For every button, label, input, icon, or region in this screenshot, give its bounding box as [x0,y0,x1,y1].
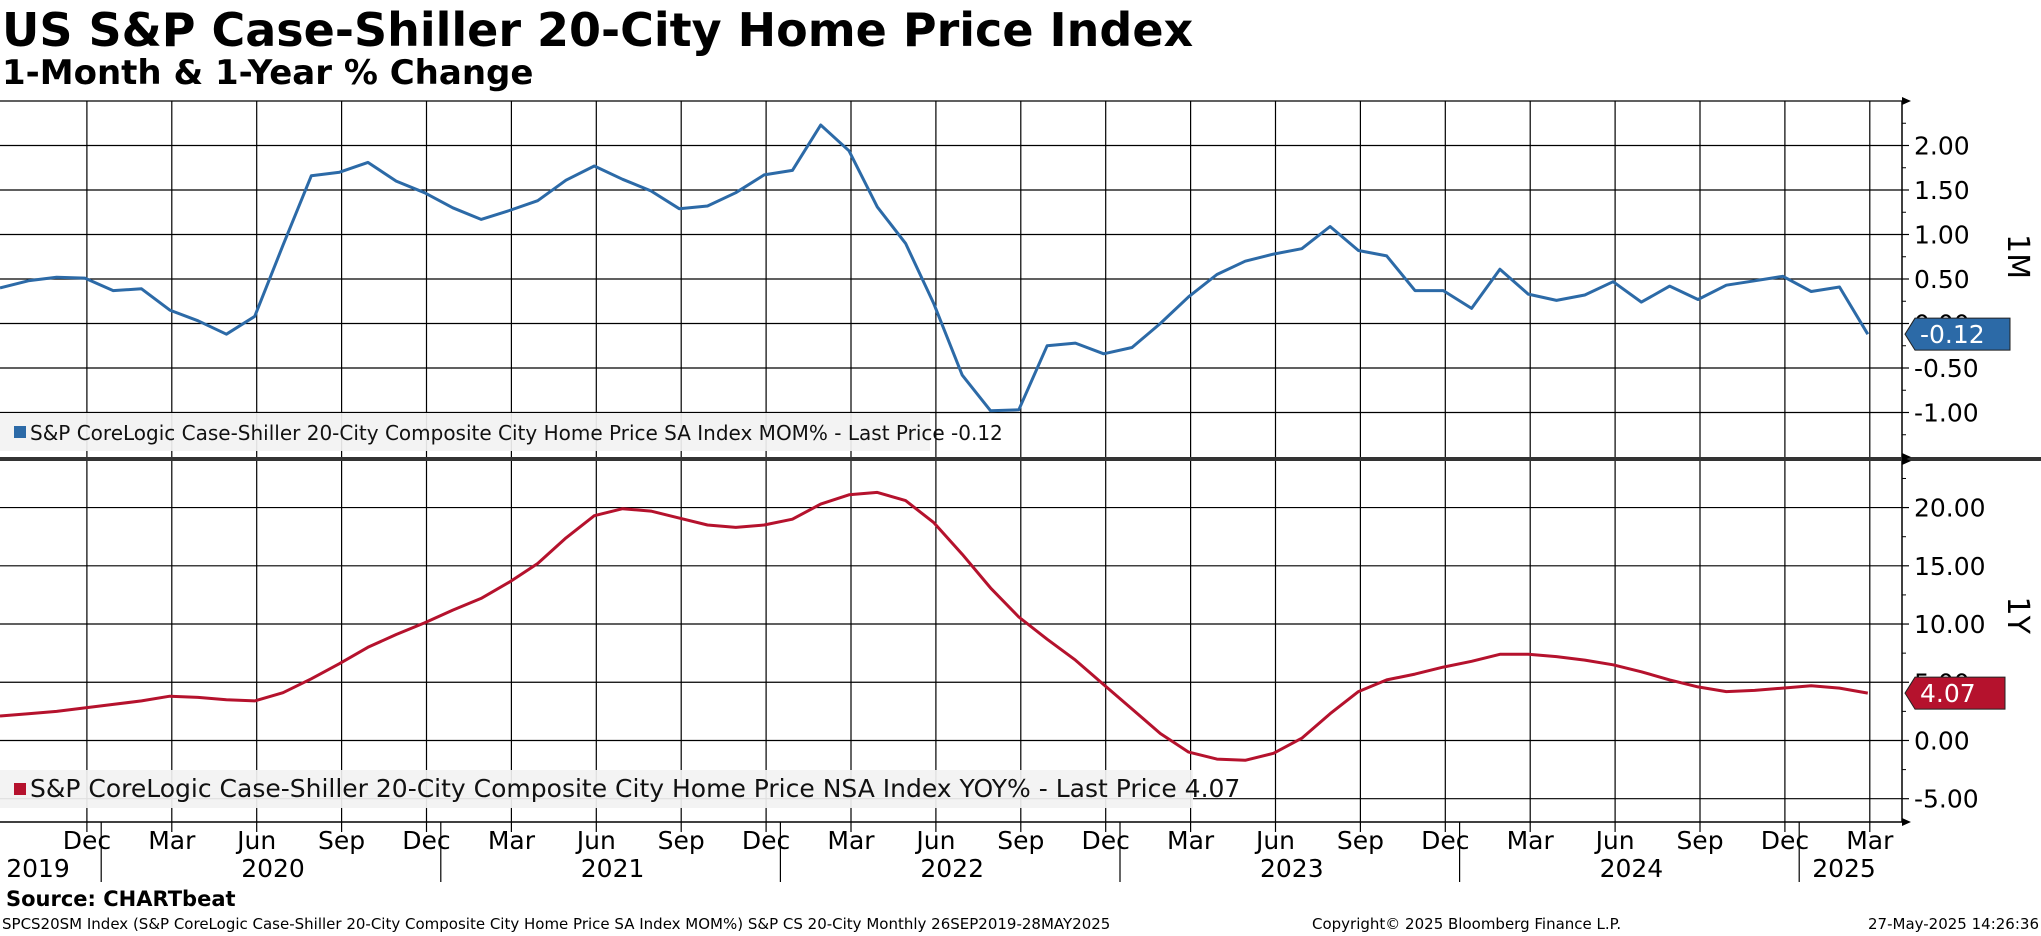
chart-subtitle: 1-Month & 1-Year % Change [2,53,534,93]
x-month-label: Dec [742,826,790,855]
y-tick-label: 10.00 [1914,610,1986,639]
x-month-label: Dec [402,826,450,855]
last-price-badge [1904,317,2011,351]
y-tick-label: 1.50 [1914,176,1970,205]
last-price-badge [1904,676,2006,710]
y-tick-label: 15.00 [1914,552,1986,581]
x-axis: Dec Mar Jun Sep Dec Mar Jun Sep Dec Mar Jun Sep Dec M… [6,822,1894,883]
x-year-label: 2024 [1600,854,1664,883]
x-month-label: Sep [1676,826,1723,855]
x-month-label: Dec [1761,826,1809,855]
x-year-label: 2023 [1260,854,1324,883]
x-month-label: Mar [1167,826,1215,855]
x-month-label: Mar [148,826,196,855]
x-month-label: Sep [997,826,1044,855]
x-month-label: Sep [318,826,365,855]
y-tick-label: -0.50 [1914,354,1979,383]
last-price-label: 4.07 [1920,679,1976,708]
y-tick-label: -5.00 [1914,785,1979,814]
x-month-label: Mar [827,826,875,855]
legend-text: S&P CoreLogic Case-Shiller 20-City Compo… [30,421,1003,445]
y-axis-title: 1Y [2000,597,2035,635]
x-month-label: Jun [575,826,616,855]
legend-box [0,770,1193,808]
x-month-label: Jun [914,826,955,855]
source-label: Source: CHARTbeat [6,887,236,911]
legend-swatch [14,426,26,438]
grid-lines [0,100,2041,823]
x-month-label: Jun [1254,826,1295,855]
x-month-label: Mar [1846,826,1894,855]
legend-swatch [14,783,26,795]
y-axis-title: 1M [2000,234,2035,279]
footer-timestamp: 27-May-2025 14:26:36 [1868,915,2039,933]
x-month-label: Mar [488,826,536,855]
x-month-label: Mar [1507,826,1555,855]
y-tick-label: 1.00 [1914,221,1970,250]
x-year-label: 2019 [6,854,70,883]
x-month-label: Sep [658,826,705,855]
y-tick-label: 20.00 [1914,494,1986,523]
x-month-label: Dec [1082,826,1130,855]
chart-title: US S&P Case-Shiller 20-City Home Price I… [2,3,1194,57]
panel-separator [0,457,2041,461]
y-tick-label: -1.00 [1914,399,1979,428]
x-month-label: Dec [63,826,111,855]
legend-box [0,413,930,451]
x-year-label: 2025 [1812,854,1876,883]
last-price-label: -0.12 [1920,320,1985,349]
axis-arrow [1902,818,1911,826]
axis-arrow [1902,97,1911,105]
x-year-label: 2020 [241,854,305,883]
x-year-label: 2021 [581,854,645,883]
series-line [0,123,1870,413]
y-tick-label: 0.50 [1914,265,1970,294]
axis-arrow [1902,457,1911,465]
y-tick-label: 0.00 [1914,726,1970,755]
y-tick-label: 2.00 [1914,132,1970,161]
legend-text: S&P CoreLogic Case-Shiller 20-City Compo… [30,774,1240,803]
x-month-label: Jun [1594,826,1635,855]
footer-description: SPCS20SM Index (S&P CoreLogic Case-Shill… [2,915,1111,933]
series-line [0,490,1869,762]
x-year-label: 2022 [920,854,984,883]
x-month-label: Dec [1421,826,1469,855]
x-month-label: Jun [235,826,276,855]
x-month-label: Sep [1337,826,1384,855]
footer-copyright: Copyright© 2025 Bloomberg Finance L.P. [1312,915,1622,933]
